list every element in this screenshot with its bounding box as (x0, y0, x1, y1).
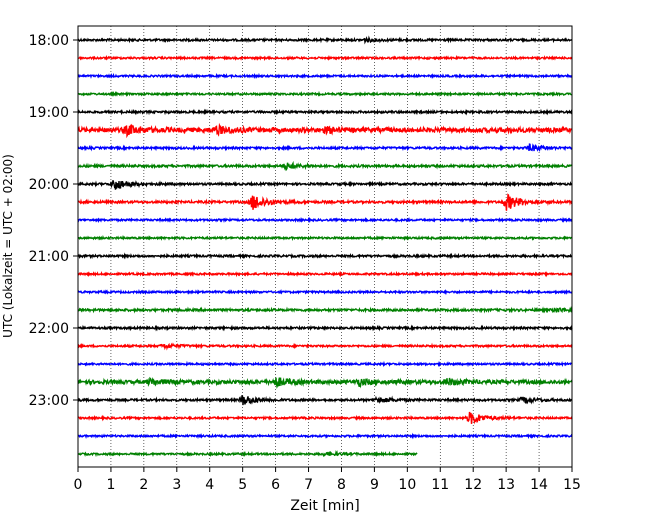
trace-line (77, 288, 573, 296)
x-tick-label: 10 (398, 477, 416, 493)
seismic-traces (77, 35, 573, 458)
x-tick-label: 3 (172, 477, 181, 493)
x-axis-label: Zeit [min] (290, 498, 359, 514)
trace-line (77, 432, 573, 440)
trace-line (77, 305, 573, 314)
x-tick-label: 1 (106, 477, 115, 493)
trace-line (77, 108, 573, 116)
trace-line (77, 180, 573, 190)
x-tick-label: 6 (271, 477, 280, 493)
x-axis-ticks: 0 1 2 3 4 5 6 7 8 9 10 11 12 13 14 15 (74, 467, 581, 493)
trace-line (77, 270, 573, 278)
x-tick-label: 4 (205, 477, 214, 493)
trace-line (77, 360, 573, 368)
trace-line (77, 90, 573, 98)
x-tick-label: 5 (238, 477, 247, 493)
trace-line (77, 35, 573, 45)
trace-line (77, 193, 573, 211)
trace-line (77, 143, 573, 152)
trace-line (77, 122, 573, 139)
x-tick-label: 9 (370, 477, 379, 493)
x-tick-label: 11 (431, 477, 449, 493)
trace-line (77, 54, 573, 62)
x-tick-label: 0 (74, 477, 83, 493)
trace-line (77, 324, 573, 332)
y-tick-label: 22:00 (29, 321, 69, 337)
x-tick-label: 8 (337, 477, 346, 493)
x-tick-label: 15 (563, 477, 581, 493)
y-tick-label: 20:00 (29, 177, 69, 193)
x-tick-label: 13 (497, 477, 515, 493)
trace-line (77, 234, 573, 242)
x-tick-label: 14 (530, 477, 548, 493)
y-tick-label: 23:00 (29, 393, 69, 409)
plot-frame (77, 25, 573, 468)
y-tick-label: 18:00 (29, 33, 69, 49)
trace-line (77, 72, 573, 80)
x-tick-label: 2 (139, 477, 148, 493)
y-axis-label: UTC (Lokalzeit = UTC + 02:00) (1, 154, 15, 338)
trace-line (77, 449, 418, 458)
trace-line (77, 342, 573, 351)
trace-line (77, 376, 573, 390)
x-tick-label: 12 (464, 477, 482, 493)
trace-line (77, 160, 573, 172)
y-tick-label: 19:00 (29, 105, 69, 121)
y-axis-ticks: 18:00 19:00 20:00 21:00 22:00 23:00 (29, 33, 78, 409)
trace-line (77, 411, 573, 425)
trace-line (77, 394, 573, 406)
trace-line (77, 252, 573, 260)
trace-line (77, 216, 573, 224)
y-tick-label: 21:00 (29, 249, 69, 265)
x-tick-label: 7 (304, 477, 313, 493)
